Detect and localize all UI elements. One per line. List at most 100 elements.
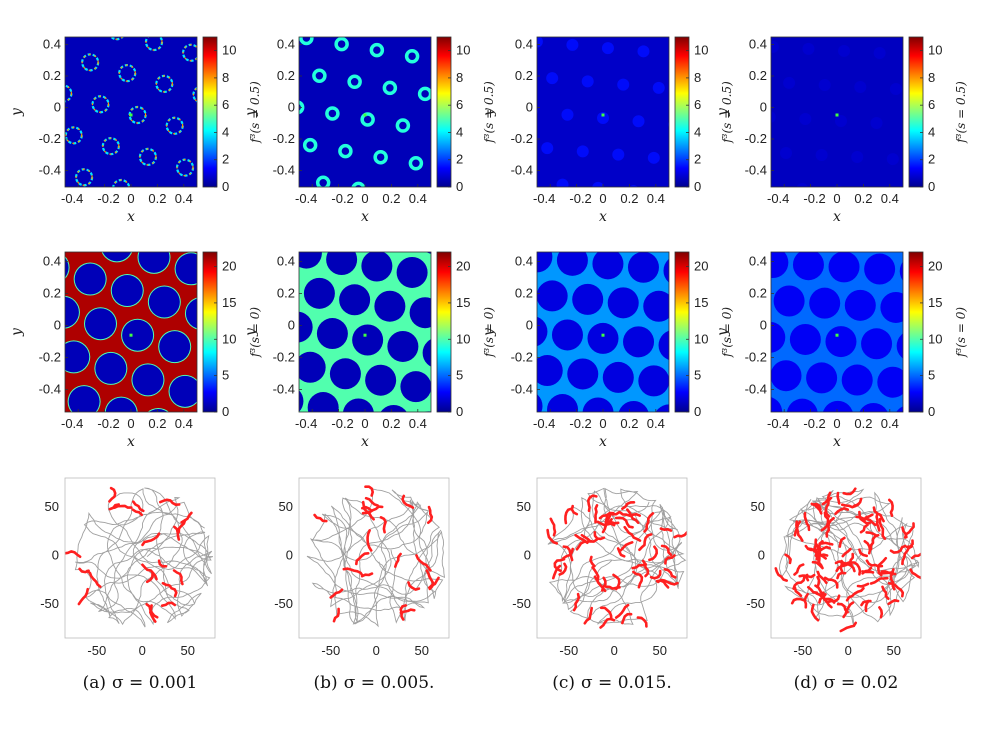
- y-tick-label: 0.4: [43, 37, 61, 52]
- spike-cluster: [853, 497, 863, 507]
- heatmap-hole: [380, 404, 407, 412]
- spike-cluster: [790, 597, 806, 605]
- x-tick-label: -0.2: [97, 416, 119, 431]
- heatmap-hole: [409, 297, 431, 329]
- spike-cluster: [869, 533, 880, 551]
- spike-cluster: [842, 601, 855, 619]
- spike-cluster: [177, 518, 187, 534]
- y-tick-label: 50: [517, 499, 531, 514]
- heatmap-hole: [861, 328, 893, 360]
- spike-cluster: [823, 576, 839, 589]
- x-tick-label: 0: [361, 191, 368, 206]
- heatmap-blob: [601, 42, 614, 55]
- spike-cluster: [673, 531, 687, 539]
- caption-label: (c): [552, 673, 575, 693]
- spike-cluster: [313, 513, 328, 523]
- center-marker: [129, 113, 133, 117]
- heatmap-hole: [567, 358, 599, 390]
- colorbar-tick-label: 15: [456, 295, 470, 310]
- spike-cluster: [856, 582, 870, 588]
- plot-frame: [536, 477, 688, 639]
- y-tick-label: -0.4: [745, 163, 767, 178]
- heatmap-hole: [169, 375, 197, 407]
- colorbar-tick-label: 2: [456, 152, 463, 167]
- colorbar-tick-label: 8: [222, 70, 229, 85]
- spike-cluster: [619, 541, 634, 552]
- heatmap-hole: [771, 252, 789, 279]
- heatmap-hole: [159, 331, 191, 363]
- heatmap-hole: [299, 252, 322, 269]
- heatmap-hole: [789, 323, 821, 355]
- x-tick-label: 0.2: [382, 416, 400, 431]
- y-axis-label: y: [9, 107, 25, 117]
- heatmap-hole: [607, 287, 639, 319]
- spike-cluster: [811, 502, 822, 511]
- heatmap-background: [771, 37, 903, 187]
- colorbar-tick-label: 20: [928, 259, 942, 274]
- spike-cluster: [355, 552, 370, 566]
- y-tick-label: 0: [758, 548, 765, 563]
- y-tick-label: -0.2: [511, 350, 533, 365]
- heatmap-blob: [632, 115, 645, 128]
- spike-cluster: [822, 591, 833, 609]
- heatmap-blob: [854, 80, 867, 93]
- spike-cluster: [615, 516, 634, 529]
- colorbar-tick-label: 15: [928, 295, 942, 310]
- heatmap-hole: [537, 252, 553, 273]
- colorbar-tick-label: 10: [694, 43, 708, 58]
- x-tick-label: -0.4: [767, 191, 789, 206]
- x-tick-label: 0: [599, 416, 606, 431]
- spike-cluster: [803, 511, 811, 532]
- heatmap-hole: [572, 283, 604, 315]
- spike-cluster: [774, 567, 788, 582]
- colorbar-tick-label: 0: [456, 179, 463, 194]
- y-tick-label: -0.4: [511, 163, 533, 178]
- heatmap-blob: [799, 112, 812, 125]
- y-tick-label: -50: [512, 596, 531, 611]
- x-axis-label: x: [833, 209, 841, 225]
- heatmap-hole: [122, 319, 154, 351]
- spike-cluster: [157, 559, 168, 568]
- colorbar-tick-label: 6: [928, 97, 935, 112]
- y-axis-label: y: [9, 327, 25, 337]
- colorbar: [674, 36, 690, 188]
- heatmap-blob: [597, 112, 609, 124]
- heatmap-hole: [422, 339, 431, 367]
- spike-cluster: [910, 552, 921, 560]
- colorbar-label: f³(s = 0.5): [954, 81, 968, 144]
- spike-cluster: [869, 576, 889, 585]
- heatmap-hole: [303, 277, 335, 309]
- heatmap-hole: [365, 364, 397, 396]
- spike-cluster: [863, 540, 872, 555]
- colorbar-tick-label: 10: [456, 331, 470, 346]
- heatmap-ring-peak: [65, 126, 83, 144]
- spike-cluster: [173, 525, 181, 541]
- heatmap-ring: [315, 175, 331, 187]
- y-tick-label: 0.4: [515, 254, 533, 269]
- heatmap-blob: [903, 189, 915, 201]
- x-tick-label: 0: [611, 643, 618, 658]
- trajectory-panel-b: -50 0 50 50 0 -50 (b) σ = 0.005.: [274, 477, 450, 693]
- y-tick-label: -50: [746, 596, 765, 611]
- spike-cluster: [855, 515, 877, 527]
- x-tick-label: -50: [321, 643, 340, 658]
- spike-cluster: [141, 563, 158, 581]
- y-tick-label: -0.4: [511, 382, 533, 397]
- heatmap-ring-peak: [110, 37, 124, 40]
- spike-cluster: [601, 576, 607, 592]
- colorbar-tick-label: 15: [222, 295, 236, 310]
- spike-cluster: [878, 606, 884, 619]
- spike-cluster: [549, 517, 557, 537]
- spike-cluster: [807, 586, 819, 594]
- y-tick-label: 0: [286, 548, 293, 563]
- heatmap-hole: [400, 371, 431, 403]
- spike-cluster: [149, 604, 157, 623]
- spike-cluster: [394, 552, 402, 568]
- heatmap-ring: [299, 100, 305, 115]
- heatmap-background: [65, 37, 197, 187]
- heatmap-hole: [537, 355, 563, 387]
- spike-cluster: [839, 621, 857, 633]
- spike-cluster: [849, 552, 855, 566]
- y-tick-label: 50: [751, 499, 765, 514]
- heatmap-ring-peak: [102, 137, 120, 155]
